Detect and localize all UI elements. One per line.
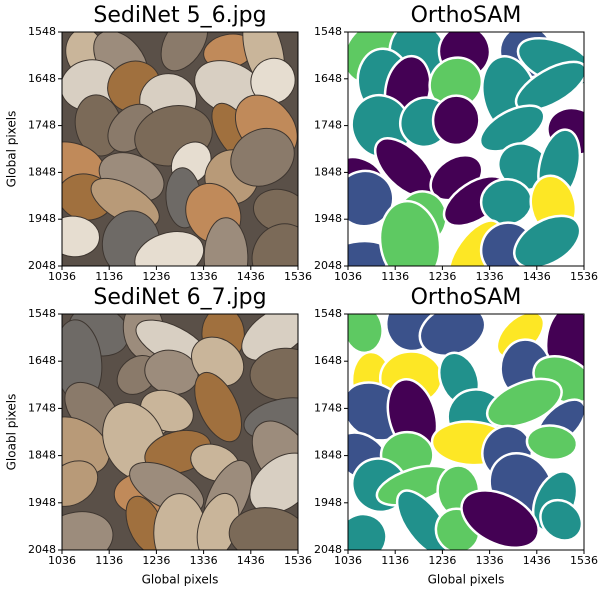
x-tick-label: 1436 (523, 270, 551, 283)
y-tick-label: 1948 (28, 496, 56, 509)
x-tick-label: 1136 (95, 270, 123, 283)
x-tick-label: 1536 (284, 270, 312, 283)
x-tick-label: 1236 (142, 270, 170, 283)
x-tick-label: 1536 (284, 554, 312, 567)
pebble (480, 178, 532, 225)
y-tick-label: 1548 (314, 25, 342, 38)
y-tick-label: 1848 (28, 449, 56, 462)
y-tick-label: 1848 (314, 165, 342, 178)
y-tick-label: 1748 (28, 119, 56, 132)
y-tick-label: 1948 (28, 212, 56, 225)
y-tick-label: 1948 (314, 212, 342, 225)
x-tick-label: 1536 (570, 554, 598, 567)
y-tick-label: 1748 (314, 119, 342, 132)
x-tick-label: 1436 (237, 270, 265, 283)
y-tick-label: 1648 (314, 72, 342, 85)
x-tick-label: 1336 (190, 270, 218, 283)
x-axis-label: Global pixels (428, 573, 505, 587)
x-tick-label: 1136 (381, 554, 409, 567)
image (327, 5, 600, 294)
x-tick-label: 1436 (237, 554, 265, 567)
y-tick-label: 1548 (28, 25, 56, 38)
x-tick-label: 1536 (570, 270, 598, 283)
x-axis-label: Global pixels (142, 573, 219, 587)
x-tick-label: 1336 (190, 554, 218, 567)
image (29, 293, 328, 576)
x-tick-label: 1436 (523, 554, 551, 567)
image (33, 4, 323, 298)
x-tick-label: 1136 (95, 554, 123, 567)
y-tick-label: 2048 (28, 543, 56, 556)
y-tick-label: 1648 (28, 72, 56, 85)
y-tick-label: 2048 (314, 259, 342, 272)
y-tick-label: 1748 (314, 401, 342, 414)
x-tick-label: 1236 (142, 554, 170, 567)
y-tick-label: 1648 (314, 354, 342, 367)
y-axis-label: Gloabl pixels (5, 394, 19, 471)
y-tick-label: 1548 (28, 307, 56, 320)
figure: 1036113612361336143615361548164817481848… (0, 0, 600, 590)
x-tick-label: 1136 (381, 270, 409, 283)
chart-title: SediNet 5_6.jpg (93, 3, 266, 28)
x-tick-label: 1236 (428, 270, 456, 283)
y-tick-label: 1948 (314, 496, 342, 509)
y-tick-label: 1848 (314, 449, 342, 462)
chart-title: OrthoSAM (411, 285, 522, 310)
chart-title: SediNet 6_7.jpg (93, 285, 266, 310)
image (326, 291, 600, 569)
x-tick-label: 1236 (428, 554, 456, 567)
y-tick-label: 2048 (28, 259, 56, 272)
y-tick-label: 1648 (28, 354, 56, 367)
y-tick-label: 1848 (28, 165, 56, 178)
y-tick-label: 2048 (314, 543, 342, 556)
x-tick-label: 1336 (476, 554, 504, 567)
chart-title: OrthoSAM (411, 3, 522, 28)
x-tick-label: 1336 (476, 270, 504, 283)
y-tick-label: 1548 (314, 307, 342, 320)
y-axis-label: Global pixels (5, 111, 19, 188)
y-tick-label: 1748 (28, 401, 56, 414)
